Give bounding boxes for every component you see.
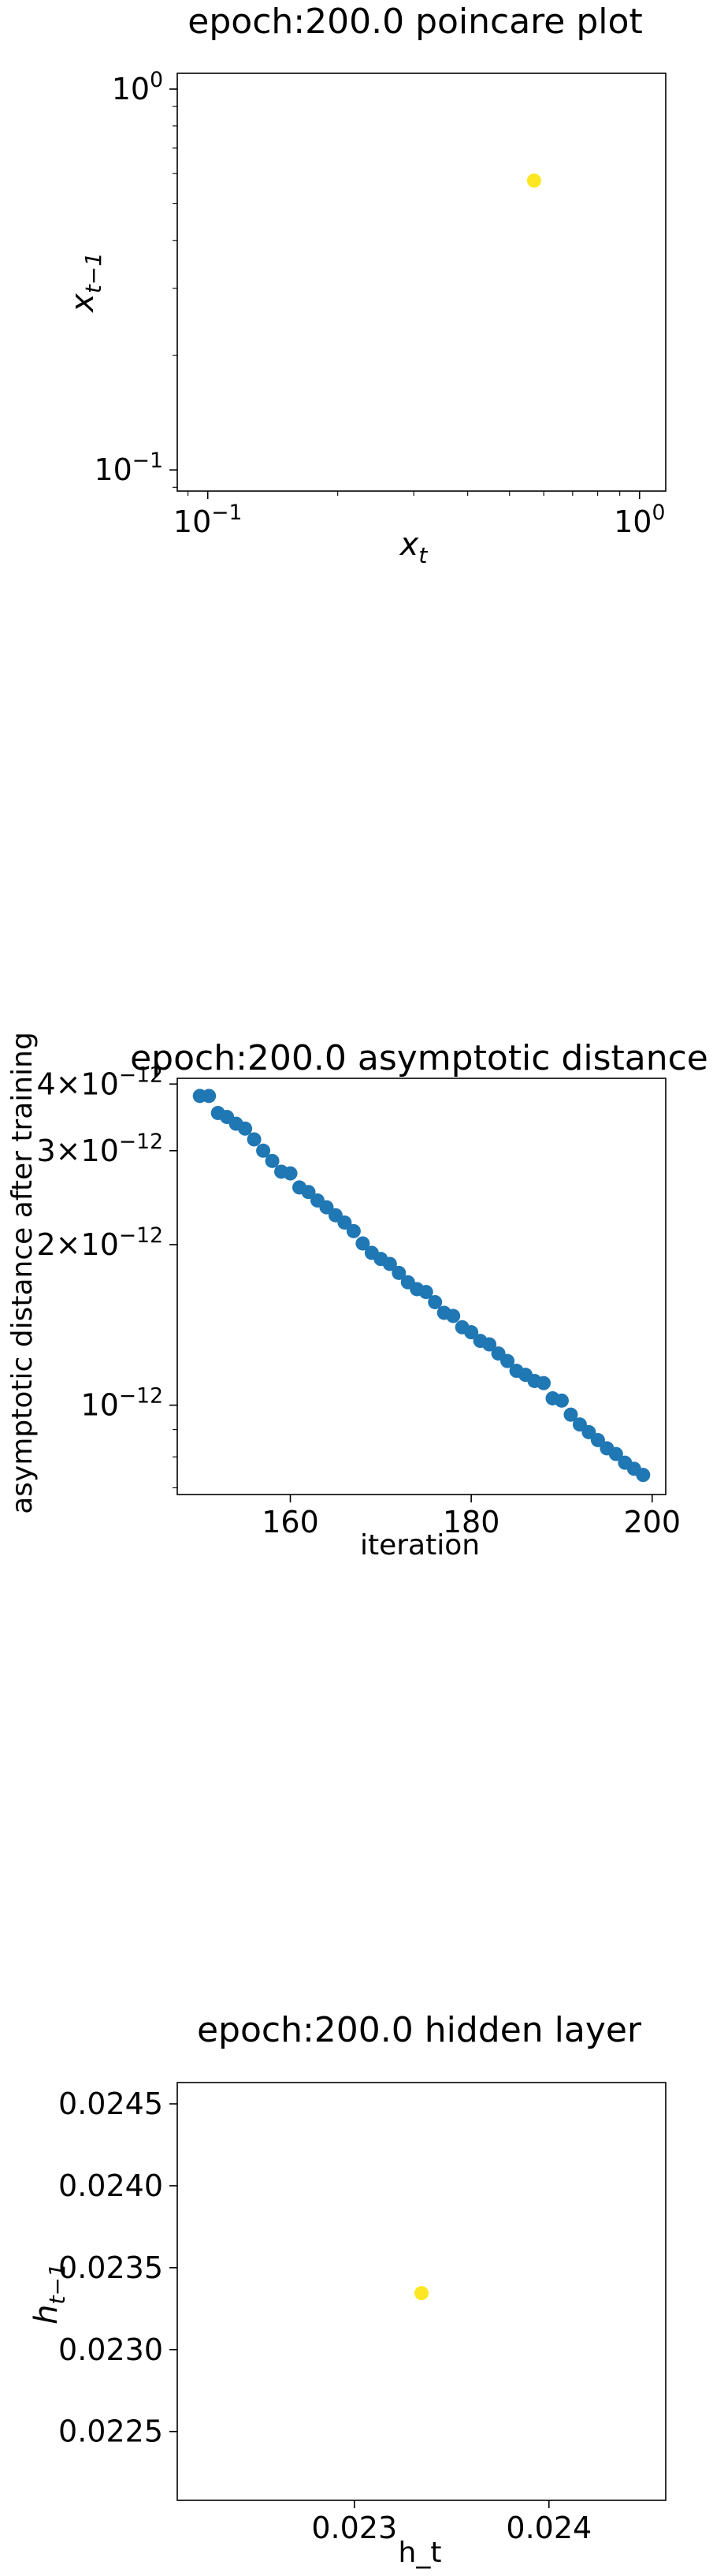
data-point: [337, 1215, 352, 1230]
x-tick-label: 180: [443, 1505, 500, 1539]
x-tick-label: 200: [624, 1505, 681, 1539]
data-point: [346, 1223, 361, 1238]
scatter-points: [526, 173, 541, 188]
x-tick-label: 0.024: [506, 2511, 592, 2545]
y-tick-label: 0.0225: [58, 2414, 163, 2449]
y-tick-label: 10−12: [81, 1384, 163, 1423]
y-tick-label: 2×10−12: [36, 1223, 163, 1262]
y-tick-label: 0.0230: [58, 2332, 163, 2367]
data-point: [238, 1121, 253, 1136]
data-point: [382, 1256, 397, 1271]
asymptotic-distance-chart: epoch:200.0 asymptotic distance 160 180 20…: [6, 1032, 708, 1562]
y-tick-label: 0.0240: [58, 2168, 163, 2203]
chart-title: epoch:200.0 hidden layer: [197, 2010, 642, 2050]
data-point: [355, 1236, 370, 1251]
data-point: [392, 1265, 407, 1280]
x-tick-label: 100: [614, 501, 665, 539]
hidden-layer-chart: epoch:200.0 hidden layer 0.023 0.024 0.024…: [28, 2010, 667, 2569]
data-point: [526, 173, 541, 188]
data-point: [428, 1294, 443, 1309]
axis-ticks: 10−1 100 10−1 100: [94, 68, 665, 539]
chart-title: epoch:200.0 poincare plot: [188, 2, 642, 42]
x-tick-label: 160: [262, 1505, 319, 1539]
y-tick-label: 10−1: [94, 449, 163, 487]
y-axis-label: xt−1: [65, 252, 106, 314]
x-tick-label: 10−1: [173, 501, 243, 539]
y-tick-label: 0.0235: [58, 2250, 163, 2285]
data-point: [608, 1446, 623, 1461]
chart-title: epoch:200.0 asymptotic distance: [130, 1038, 708, 1078]
data-point: [500, 1353, 515, 1368]
data-point: [590, 1432, 605, 1447]
data-point: [563, 1407, 578, 1422]
x-axis-label: xt: [399, 527, 429, 568]
x-axis-label: h_t: [399, 2537, 442, 2569]
plot-area-frame: [176, 73, 667, 492]
y-tick-label: 3×10−12: [36, 1130, 163, 1168]
data-point: [301, 1185, 316, 1200]
data-point: [283, 1166, 298, 1181]
axis-ticks: 160 180 200 4×10−12 3×10−12 2×10−12 10−12: [36, 1063, 681, 1539]
data-point: [446, 1308, 461, 1323]
y-axis-label: asymptotic distance after training: [6, 1032, 39, 1514]
data-point: [414, 2286, 429, 2301]
poincare-chart: epoch:200.0 poincare plot 10−1 100 10−1 100…: [65, 2, 667, 568]
data-point: [537, 1375, 551, 1390]
x-axis-label: iteration: [360, 1529, 480, 1562]
axis-ticks: 0.023 0.024 0.0245 0.0240 0.0235 0.0230 0.0225: [58, 2086, 592, 2545]
plot-area-frame: [176, 1078, 667, 1495]
plot-area-frame: [176, 2082, 667, 2501]
data-point: [202, 1089, 217, 1104]
x-tick-label: 0.023: [311, 2511, 397, 2545]
data-point: [482, 1337, 497, 1352]
data-point: [554, 1393, 569, 1408]
data-point: [636, 1468, 651, 1483]
data-point: [418, 1285, 433, 1300]
scatter-points: [414, 2286, 429, 2301]
y-tick-label: 100: [112, 68, 163, 106]
data-point: [265, 1153, 280, 1168]
y-tick-label: 4×10−12: [36, 1063, 163, 1101]
scatter-points: [192, 1089, 651, 1483]
y-axis-label: ht−1: [28, 2263, 70, 2325]
data-point: [464, 1325, 479, 1340]
data-point: [256, 1143, 271, 1158]
data-point: [247, 1132, 262, 1147]
y-tick-label: 0.0245: [58, 2086, 163, 2121]
